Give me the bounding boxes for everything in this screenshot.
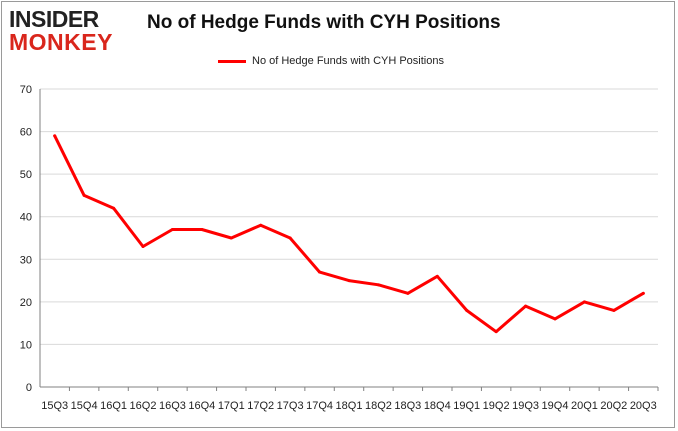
data-point bbox=[641, 291, 645, 295]
x-tick-label: 20Q1 bbox=[571, 400, 598, 412]
data-point bbox=[553, 317, 557, 321]
data-point bbox=[170, 227, 174, 231]
data-point bbox=[465, 308, 469, 312]
y-tick-label: 50 bbox=[20, 169, 32, 181]
x-tick-label: 16Q3 bbox=[159, 400, 186, 412]
legend-swatch bbox=[218, 59, 246, 63]
x-tick-label: 18Q2 bbox=[365, 400, 392, 412]
data-point bbox=[582, 300, 586, 304]
gridlines bbox=[40, 88, 658, 345]
data-point bbox=[229, 236, 233, 240]
data-point bbox=[494, 330, 498, 334]
x-tick-label: 18Q4 bbox=[424, 400, 451, 412]
x-tick-label: 16Q1 bbox=[100, 400, 127, 412]
x-tick-label: 20Q2 bbox=[600, 400, 627, 412]
chart-title: No of Hedge Funds with CYH Positions bbox=[147, 12, 501, 33]
y-tick-labels: 0 10 20 30 40 50 60 70 bbox=[20, 84, 32, 394]
x-tick-label: 17Q2 bbox=[247, 400, 274, 412]
data-point bbox=[53, 134, 57, 138]
logo-line-2: MONKEY bbox=[9, 29, 113, 54]
x-tick-label: 15Q3 bbox=[41, 400, 68, 412]
x-tick-label: 17Q4 bbox=[306, 400, 333, 412]
x-tick-label: 17Q1 bbox=[218, 400, 245, 412]
x-tick-label: 20Q3 bbox=[630, 400, 657, 412]
y-tick-label: 40 bbox=[20, 212, 32, 224]
x-tick-label: 19Q3 bbox=[512, 400, 539, 412]
data-point bbox=[347, 279, 351, 283]
x-tick-label: 19Q2 bbox=[483, 400, 510, 412]
x-tick-label: 19Q4 bbox=[542, 400, 569, 412]
y-tick-label: 60 bbox=[20, 127, 32, 139]
series-layer bbox=[53, 134, 645, 334]
data-point bbox=[288, 236, 292, 240]
data-point bbox=[524, 304, 528, 308]
y-tick-label: 70 bbox=[20, 84, 32, 96]
data-point bbox=[141, 245, 145, 249]
x-tick-label: 16Q4 bbox=[188, 400, 215, 412]
x-tick-label: 17Q3 bbox=[277, 400, 304, 412]
data-point bbox=[406, 291, 410, 295]
data-point bbox=[200, 227, 204, 231]
x-tick-label: 16Q2 bbox=[130, 400, 157, 412]
y-tick-label: 20 bbox=[20, 297, 32, 309]
data-point bbox=[376, 283, 380, 287]
data-point bbox=[112, 206, 116, 210]
data-point bbox=[82, 193, 86, 197]
x-tick-label: 15Q4 bbox=[71, 400, 98, 412]
x-tick-label: 19Q1 bbox=[453, 400, 480, 412]
legend-label: No of Hedge Funds with CYH Positions bbox=[252, 55, 444, 67]
insider-monkey-logo: INSIDER MONKEY bbox=[9, 6, 113, 54]
data-point bbox=[259, 223, 263, 227]
data-point bbox=[435, 274, 439, 278]
x-tick-labels: 15Q3 15Q4 16Q1 16Q2 16Q3 16Q4 17Q1 17Q2 17Q3 17Q4… bbox=[41, 400, 656, 412]
axes bbox=[39, 89, 659, 391]
data-point bbox=[612, 308, 616, 312]
x-tick-label: 18Q1 bbox=[336, 400, 363, 412]
x-tick-label: 18Q3 bbox=[394, 400, 421, 412]
y-tick-label: 10 bbox=[20, 339, 32, 351]
y-tick-label: 30 bbox=[20, 254, 32, 266]
data-point bbox=[318, 270, 322, 274]
legend: No of Hedge Funds with CYH Positions bbox=[218, 55, 444, 67]
y-tick-label: 0 bbox=[26, 382, 32, 394]
logo-line-1: INSIDER bbox=[9, 6, 100, 32]
